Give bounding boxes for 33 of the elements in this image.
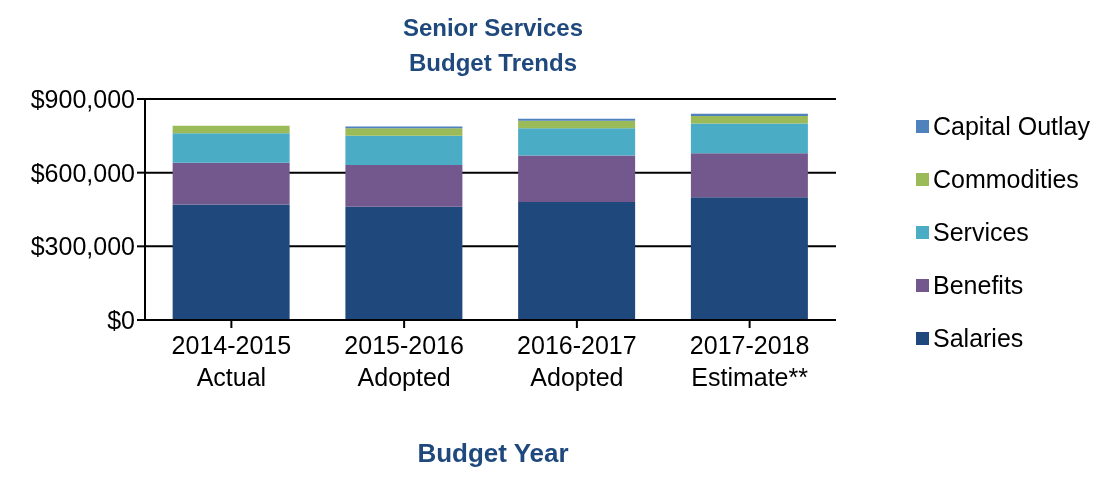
bar xyxy=(690,123,808,154)
legend-label: Salaries xyxy=(933,324,1024,353)
x-axis-title: Budget Year xyxy=(416,438,570,469)
legend-label: Benefits xyxy=(933,271,1024,300)
bar xyxy=(690,153,808,198)
bar xyxy=(518,120,636,129)
bar xyxy=(690,197,808,320)
bar xyxy=(690,115,808,124)
legend-label: Services xyxy=(933,218,1029,247)
bar xyxy=(345,135,463,166)
y-tick-label: $900,000 xyxy=(30,84,135,113)
y-tick-label: $0 xyxy=(107,305,135,334)
bar xyxy=(518,128,636,156)
bar xyxy=(345,206,463,320)
bar xyxy=(518,155,636,202)
bar xyxy=(172,133,290,163)
y-tick-label: $300,000 xyxy=(30,232,135,261)
bar xyxy=(345,128,463,136)
y-tick-label: $600,000 xyxy=(30,158,135,187)
x-tick-label: 2014-2015 Actual xyxy=(171,331,292,391)
bar xyxy=(690,113,808,116)
legend-label: Commodities xyxy=(933,165,1079,194)
legend-label: Capital Outlay xyxy=(933,112,1091,141)
bar xyxy=(518,118,636,121)
chart-title: Senior Services Budget Trends xyxy=(401,13,585,78)
x-tick-label: 2017-2018 Estimate** xyxy=(689,331,810,391)
x-tick-label: 2015-2016 Adopted xyxy=(344,331,464,391)
bar xyxy=(172,204,290,320)
bar xyxy=(172,125,290,134)
bar xyxy=(345,165,463,207)
bar xyxy=(172,162,290,205)
x-tick-label: 2016-2017 Adopted xyxy=(517,331,637,391)
bar xyxy=(518,201,636,320)
